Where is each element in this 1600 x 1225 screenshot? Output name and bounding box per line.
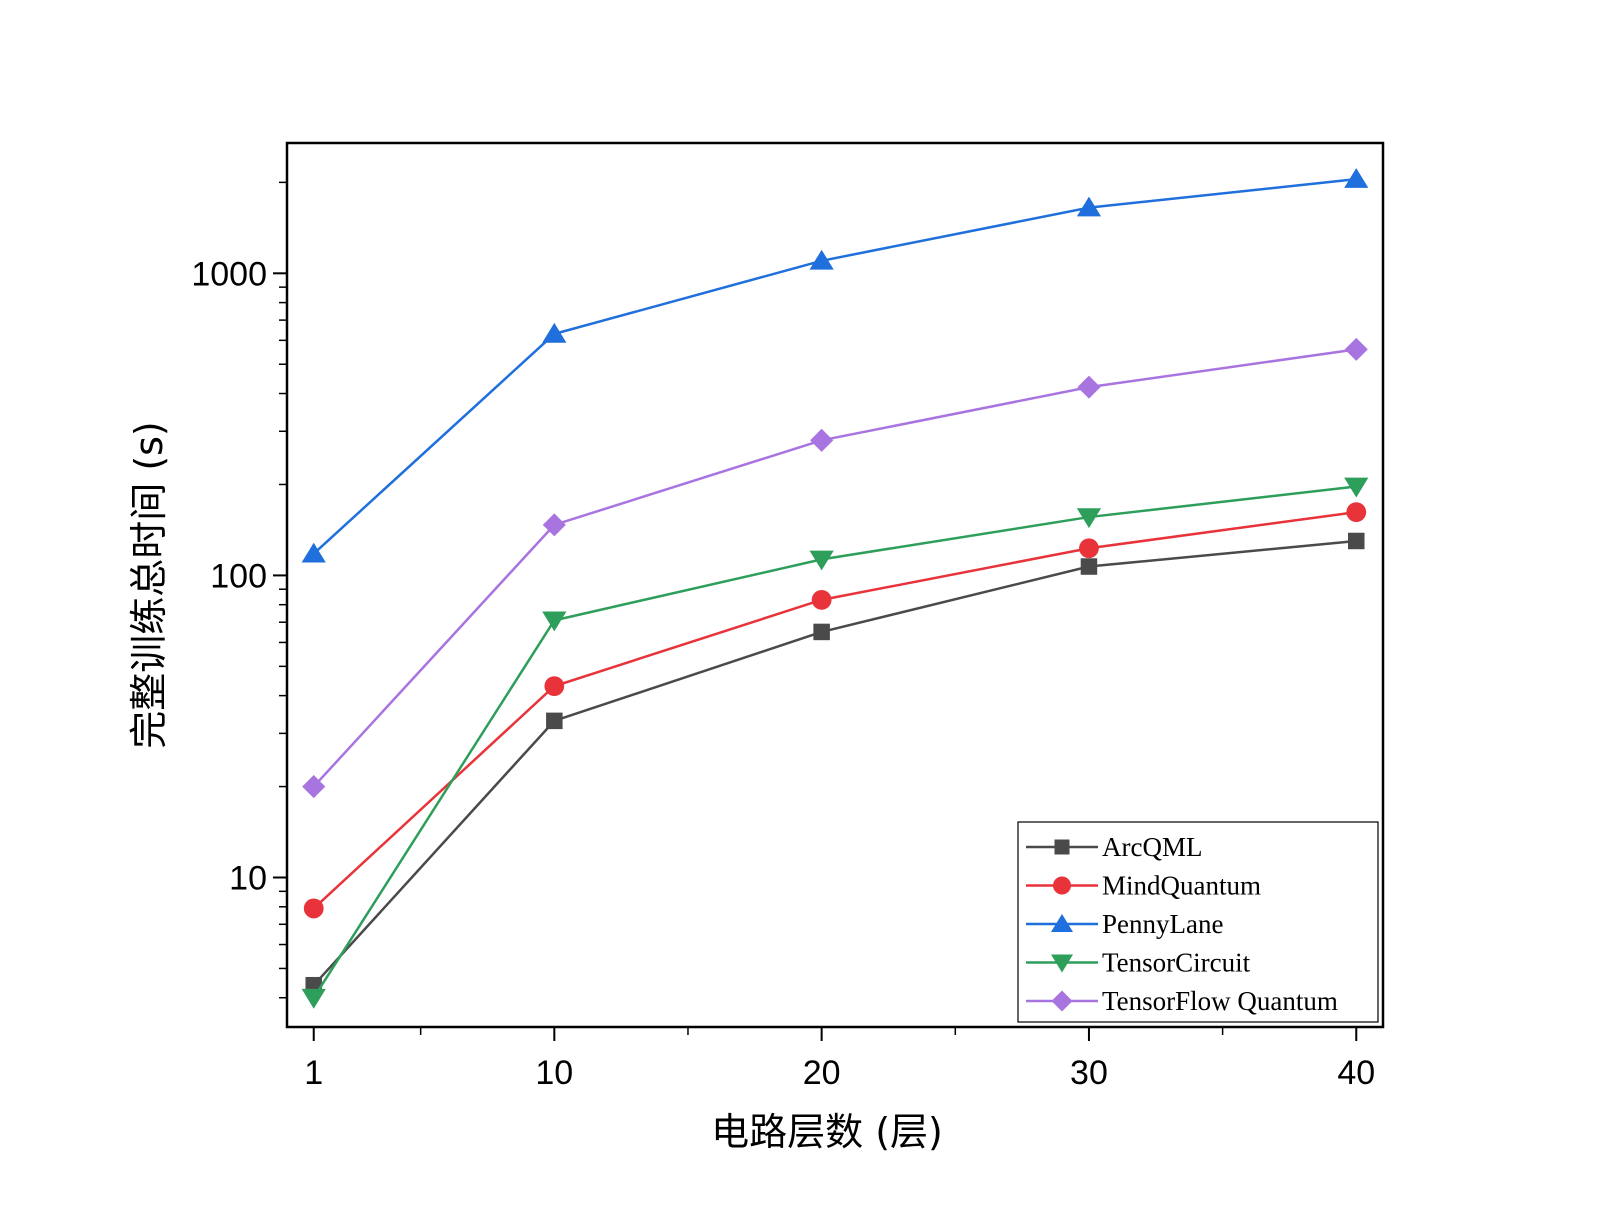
data-point [810,428,834,452]
data-point [811,589,832,610]
x-tick-label: 1 [304,1054,323,1092]
data-point [542,611,567,632]
legend-marker [1054,839,1070,855]
data-point [301,988,326,1009]
data-point [1344,477,1369,498]
data-point [303,898,324,919]
legend-entry: MindQuantum [1026,871,1261,901]
legend-entry: TensorFlow Quantum [1026,986,1338,1016]
data-point [1348,532,1365,550]
legend-entry: ArcQML [1026,832,1202,862]
legend-entry: PennyLane [1026,909,1223,939]
data-point [301,542,326,563]
legend-label: PennyLane [1102,909,1223,939]
x-axis-title: 电路层数 (层) [711,1110,943,1154]
series-line [312,177,1357,555]
legend-marker [1051,990,1073,1012]
data-point [1346,502,1367,523]
x-tick-label: 40 [1337,1054,1375,1092]
data-point [1080,558,1098,575]
y-tick-label: 100 [210,557,267,595]
legend-label: TensorFlow Quantum [1102,986,1338,1016]
y-axis-title: 完整训练总时间 (s) [127,421,171,749]
legend-entry: TensorCircuit [1026,948,1251,978]
data-point [809,249,834,270]
x-tick-label: 30 [1070,1054,1108,1092]
data-point [1076,508,1102,529]
series-pennylane [301,168,1369,563]
data-point [1344,168,1369,188]
legend-label: ArcQML [1102,832,1202,862]
data-point [546,712,563,730]
data-point [813,623,830,641]
legend-box [1017,821,1379,1023]
data-point [544,676,565,697]
data-point [1344,337,1368,361]
legend-label: TensorCircuit [1102,948,1251,978]
x-tick-label: 10 [535,1054,573,1092]
data-point [1077,375,1101,399]
x-tick-label: 20 [803,1054,841,1092]
series-tensorcircuit [301,477,1369,1009]
data-point [542,322,567,343]
series-line [312,348,1357,788]
y-tick-label: 1000 [191,255,267,293]
legend-marker [1053,876,1071,895]
y-tick-label: 10 [229,860,267,898]
data-point [1079,538,1099,559]
data-point [809,550,834,571]
legend-label: MindQuantum [1102,871,1261,901]
series-tensorflow-quantum [302,337,1368,799]
series-mindquantum [303,502,1367,919]
legend-marker [1051,914,1073,932]
legend-marker [1051,954,1073,973]
data-point [542,513,566,537]
data-point [1076,196,1102,217]
data-point [302,775,326,799]
plot-frame [285,141,1385,1029]
